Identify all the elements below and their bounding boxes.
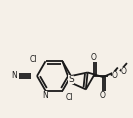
Text: S: S: [68, 75, 74, 84]
Text: Cl: Cl: [66, 93, 73, 102]
Text: O: O: [121, 67, 127, 76]
Text: O: O: [100, 91, 106, 100]
Text: N: N: [11, 72, 17, 80]
Text: Cl: Cl: [30, 55, 37, 64]
Text: O: O: [112, 71, 118, 80]
Text: N: N: [43, 91, 48, 100]
Text: O: O: [91, 53, 97, 62]
